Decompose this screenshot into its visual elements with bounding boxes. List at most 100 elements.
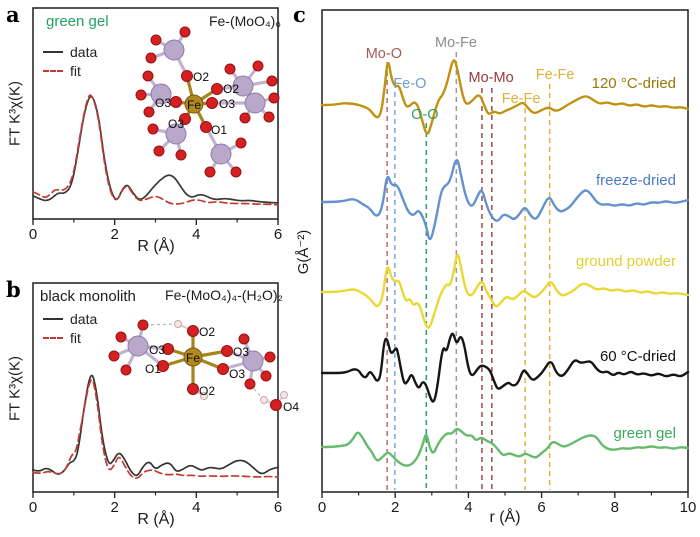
- atom-o-a: [179, 113, 191, 125]
- panel-a-tick-label: 4: [192, 226, 200, 243]
- panel-b-tick-label: 0: [29, 499, 37, 516]
- panel-b-curve-fit: [32, 379, 279, 479]
- atom-o-a: [142, 70, 154, 82]
- atom-fe-b: [183, 347, 203, 367]
- panel-c-tick-label: 2: [391, 499, 399, 516]
- panel-c-tick-label: 0: [318, 499, 326, 516]
- atom-label-o1-a: O1: [211, 123, 227, 137]
- formula-panel-a: Fe-(MoO₄)₆: [208, 13, 281, 29]
- atom-o-b: [157, 360, 169, 372]
- atom-mo-a: [150, 83, 172, 105]
- atom-o-a: [145, 52, 157, 64]
- panel-a-label: a: [6, 2, 20, 27]
- atom-o-b: [264, 351, 276, 363]
- atom-fe-a: [184, 94, 204, 114]
- atom-label-o3-a: O3: [219, 97, 235, 111]
- panel-a-tick-label: 6: [274, 226, 282, 243]
- panel-c-tick-label: 6: [537, 499, 545, 516]
- atom-label-fe-b: Fe: [186, 351, 200, 365]
- atom-o-a: [224, 63, 236, 75]
- atom-o-a: [252, 60, 264, 72]
- legend-line-dashed-icon: [43, 336, 63, 339]
- sample-label-green-gel: green gel: [46, 13, 109, 30]
- legend-item-data: data: [43, 42, 97, 61]
- atom-mo-a: [210, 143, 232, 165]
- panel-a-tick-label: 0: [29, 226, 37, 243]
- atom-o-a: [181, 70, 193, 82]
- atom-label-o3-b: O3: [233, 345, 249, 359]
- atom-o-b: [270, 399, 282, 411]
- atom-o-a: [179, 26, 191, 38]
- atom-label-o4-b: O4: [283, 400, 299, 414]
- atom-o-a: [235, 137, 247, 149]
- y-axis-label-panel-c: G(Å⁻²): [295, 229, 312, 275]
- trace-freeze-dried: [320, 159, 690, 241]
- atom-label-o3-b: O3: [149, 343, 165, 357]
- atom-o-b: [217, 363, 229, 375]
- formula-panel-b: Fe-(MoO₄)₄-(H₂O)₂: [165, 287, 283, 303]
- bond-label-fe-fe: Fe-Fe: [502, 91, 541, 107]
- panel-c-label: c: [293, 2, 306, 27]
- trace-label-green-gel: green gel: [613, 425, 676, 442]
- legend-label-data: data: [70, 310, 98, 327]
- sample-label-black-monolith: black monolith: [40, 288, 136, 305]
- atom-label-o2-a: O2: [223, 82, 239, 96]
- bond-label-mo-mo: Mo-Mo: [469, 70, 514, 86]
- legend-line-solid-icon: [43, 50, 63, 53]
- atom-o-a: [204, 166, 216, 178]
- trace-green-gel: [320, 427, 690, 467]
- atom-label-o2-b: O2: [199, 325, 215, 339]
- atom-o-a: [153, 145, 165, 157]
- atom-o-b: [137, 319, 149, 331]
- bond-label-mo-o: Mo-O: [366, 46, 402, 62]
- legend-panel-a: data fit: [43, 42, 97, 80]
- panel-c-tick-label: 10: [680, 499, 697, 516]
- panel-c-tick-label: 4: [464, 499, 472, 516]
- atom-mo-a: [232, 75, 254, 97]
- panel-c-tick-label: 8: [611, 499, 619, 516]
- atom-label-o1-b: O1: [145, 362, 161, 376]
- panel-b-tick-label: 2: [110, 499, 118, 516]
- atom-mo-a: [163, 39, 185, 61]
- atom-o-a: [211, 83, 223, 95]
- atom-o-a: [200, 121, 212, 133]
- atom-mo-b: [242, 350, 264, 372]
- atom-mo-b: [127, 335, 149, 357]
- bond-label-mo-fe: Mo-Fe: [435, 35, 477, 51]
- trace-label-ground-powder: ground powder: [576, 253, 676, 270]
- atom-o-a: [239, 112, 251, 124]
- atom-o-b: [238, 333, 250, 345]
- atom-label-fe-a: Fe: [187, 98, 201, 112]
- atom-mo-a: [165, 123, 187, 145]
- atom-o-a: [206, 97, 218, 109]
- legend-line-solid-icon: [43, 317, 63, 320]
- atom-o-a: [230, 166, 242, 178]
- legend-label-fit: fit: [70, 329, 81, 346]
- atom-o-a: [147, 123, 159, 135]
- legend-panel-b: data fit: [43, 309, 97, 347]
- panel-b-label: b: [6, 277, 21, 302]
- atom-o-a: [143, 106, 155, 118]
- atom-label-o2-a: O2: [193, 70, 209, 84]
- atom-h-b: [174, 320, 182, 328]
- trace-label-120-c-dried: 120 °C-dried: [592, 75, 676, 92]
- atom-o-b: [187, 383, 199, 395]
- y-axis-label-panel-a: FT K³χ(K): [6, 80, 24, 147]
- atom-label-o3-a: O3: [155, 96, 171, 110]
- x-axis-label-panel-c: r (Å): [489, 509, 521, 526]
- legend-item-fit: fit: [43, 61, 97, 80]
- atom-o-b: [120, 364, 132, 376]
- trace-60-c-dried: [320, 332, 690, 403]
- atom-o-a: [263, 111, 275, 123]
- atom-o-a: [170, 96, 182, 108]
- atom-label-o3-a: O3: [168, 117, 184, 131]
- bond-label-o-o: O-O: [411, 107, 438, 123]
- atom-o-b: [115, 331, 127, 343]
- atom-o-a: [150, 34, 162, 46]
- trace-120-c-dried: [320, 59, 690, 135]
- trace-label-freeze-dried: freeze-dried: [596, 172, 676, 189]
- legend-label-data: data: [70, 43, 98, 60]
- atom-o-b: [108, 350, 120, 362]
